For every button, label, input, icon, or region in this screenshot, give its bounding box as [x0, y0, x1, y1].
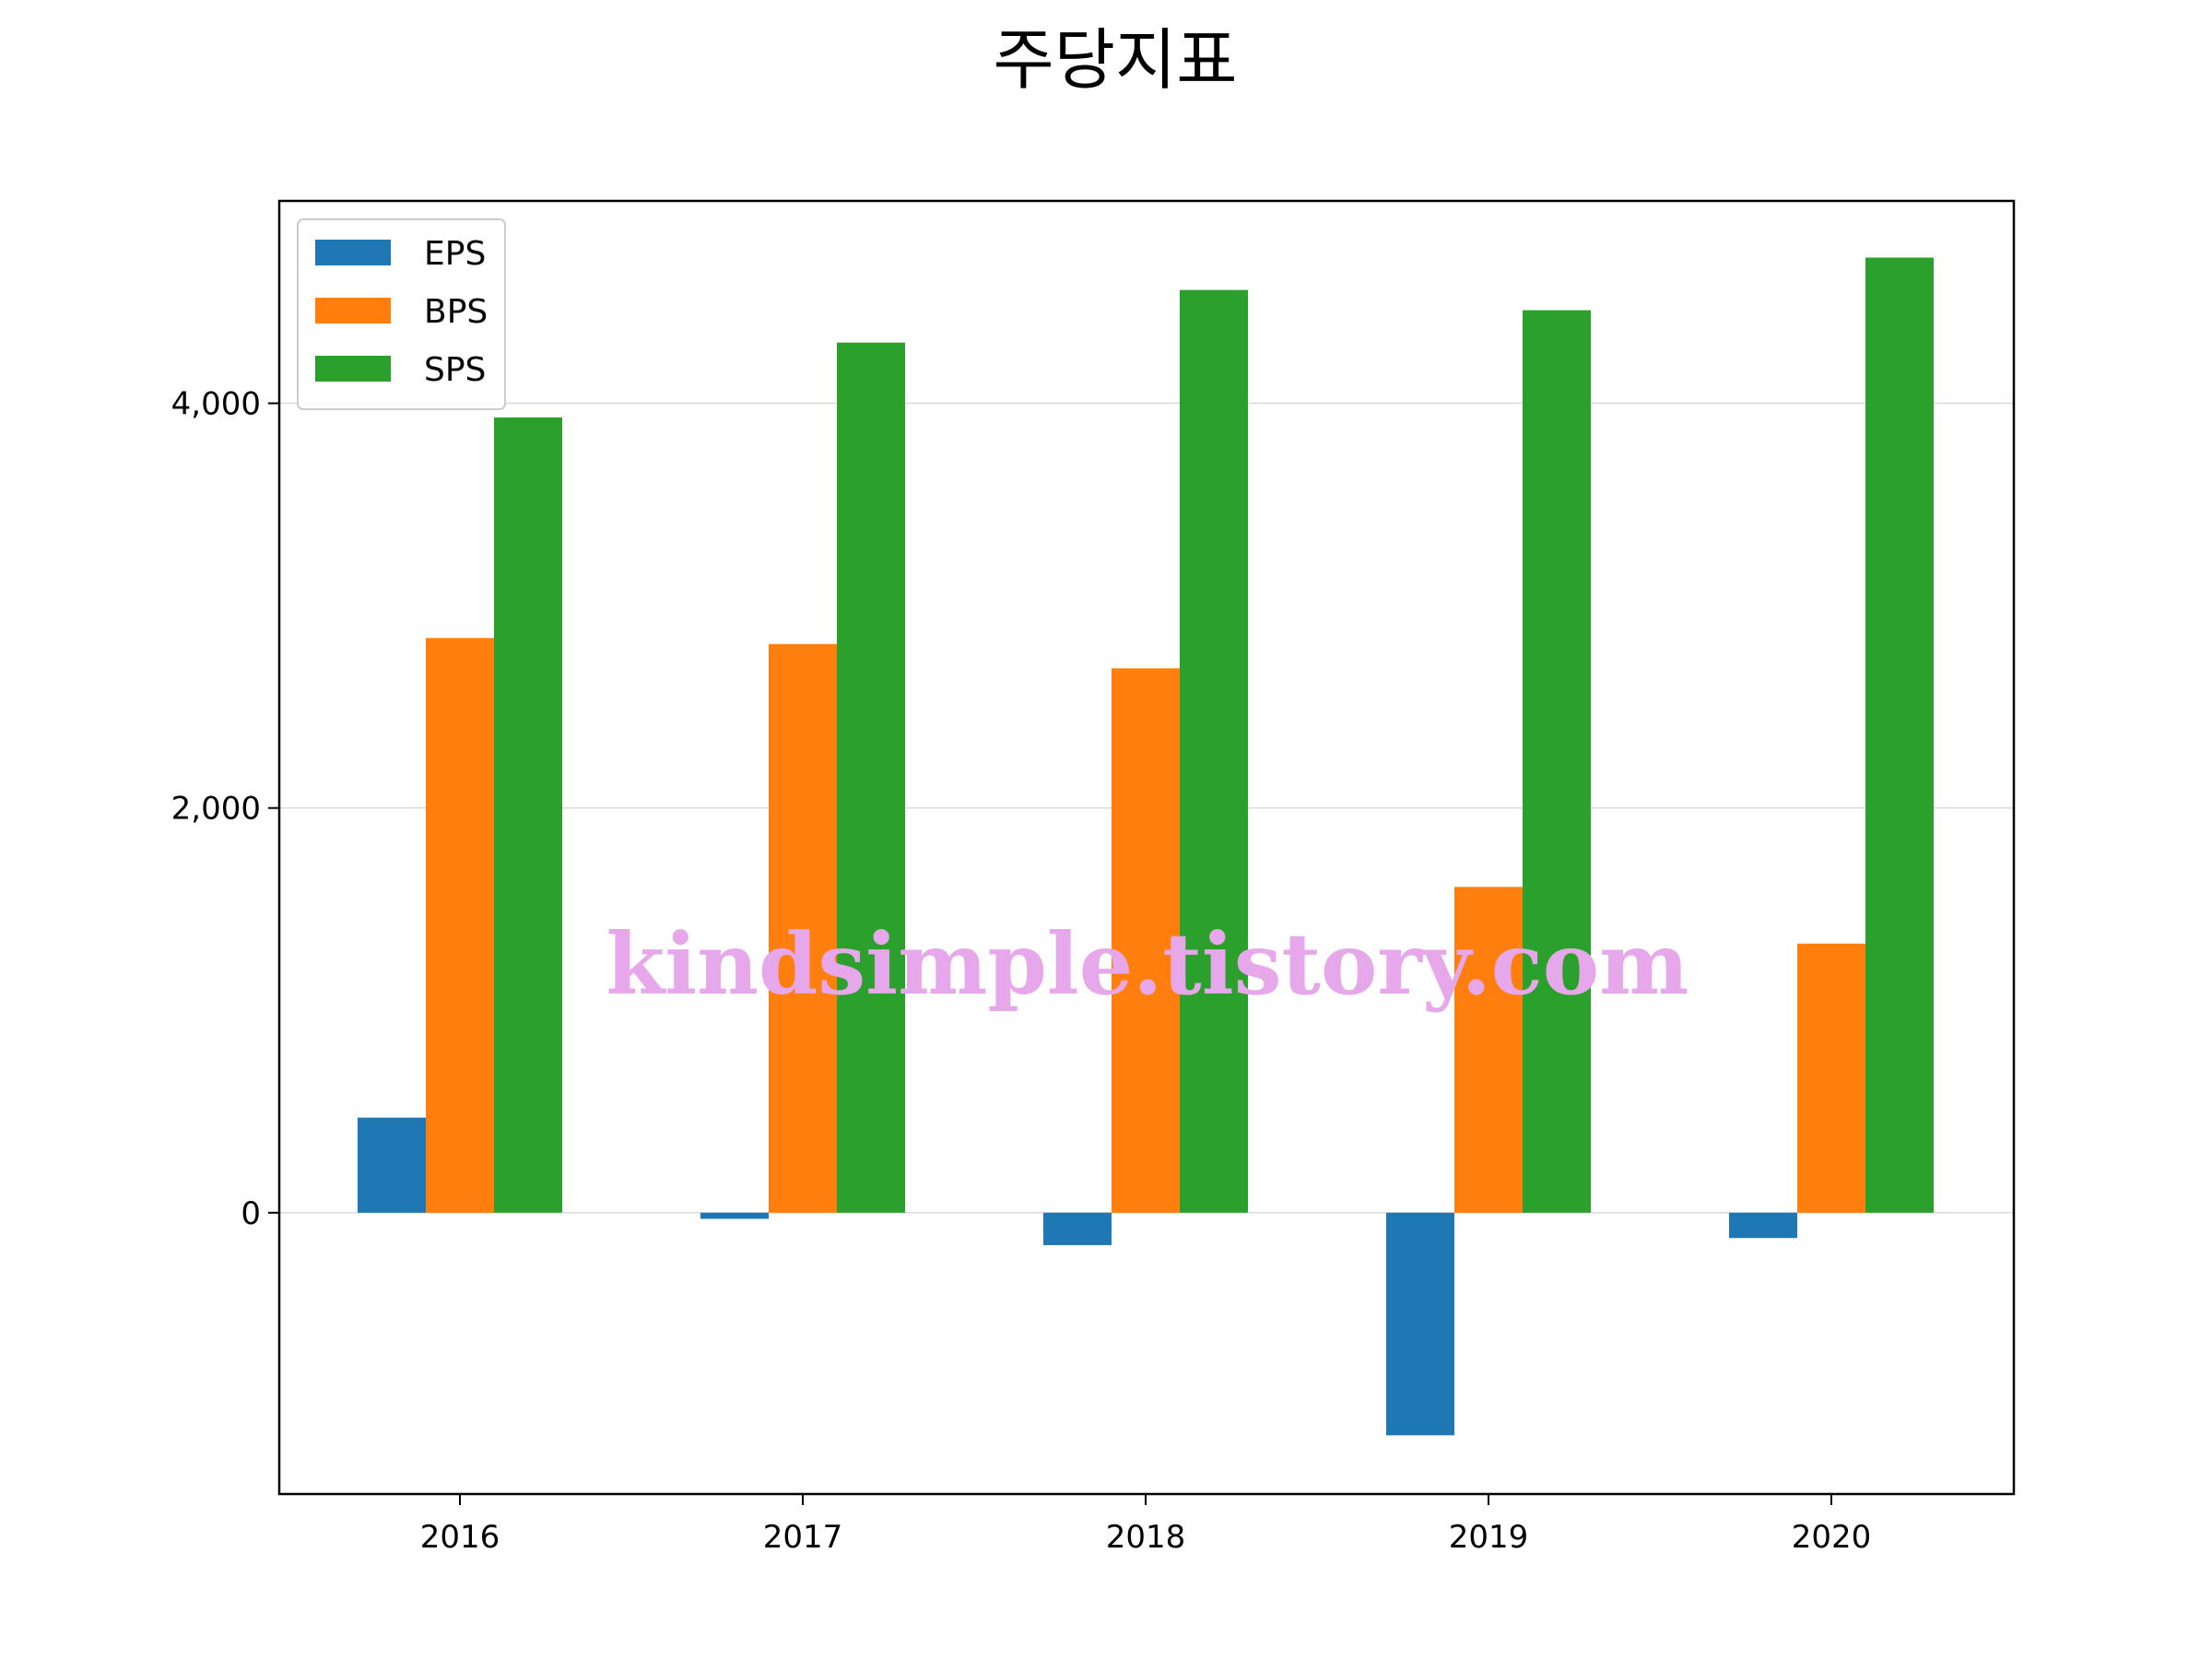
- legend-label-sps: SPS: [424, 351, 486, 389]
- bars: [358, 257, 1934, 1436]
- watermark-text: kindsimple.tistory.com: [606, 914, 1688, 1014]
- x-tick-label: 2016: [420, 1519, 500, 1556]
- bar-sps-2018: [1180, 289, 1248, 1213]
- x-tick-label: 2019: [1449, 1519, 1529, 1556]
- x-axis: 2016 2017 2018 2019 2020: [420, 1494, 1872, 1556]
- x-tick-label: 2020: [1792, 1519, 1872, 1556]
- bar-sps-2019: [1523, 310, 1591, 1213]
- bar-sps-2017: [837, 342, 905, 1213]
- chart-title: 주당지표: [994, 21, 1238, 99]
- bar-bps-2016: [426, 638, 494, 1213]
- legend-swatch-eps: [315, 240, 391, 265]
- bar-eps-2017: [700, 1212, 769, 1219]
- bar-sps-2020: [1865, 257, 1934, 1213]
- bar-eps-2019: [1386, 1212, 1454, 1436]
- y-tick-label: 0: [241, 1195, 261, 1232]
- bar-sps-2016: [494, 417, 562, 1213]
- bar-bps-2017: [769, 643, 837, 1213]
- y-axis: 0 2,000 4,000: [171, 386, 279, 1232]
- y-tick-label: 4,000: [171, 386, 261, 423]
- legend-swatch-sps: [315, 356, 391, 382]
- y-tick-label: 2,000: [171, 791, 261, 828]
- bar-eps-2020: [1729, 1212, 1797, 1239]
- x-tick-label: 2018: [1106, 1519, 1186, 1556]
- legend: EPS BPS SPS: [297, 218, 506, 410]
- bar-eps-2018: [1043, 1212, 1112, 1245]
- x-tick-label: 2017: [763, 1519, 843, 1556]
- legend-label-bps: BPS: [424, 293, 488, 331]
- legend-label-eps: EPS: [424, 235, 486, 273]
- legend-swatch-bps: [315, 298, 391, 324]
- bar-bps-2020: [1797, 943, 1865, 1213]
- bar-bps-2019: [1454, 887, 1523, 1213]
- bar-eps-2016: [358, 1117, 426, 1213]
- bar-bps-2018: [1112, 668, 1180, 1213]
